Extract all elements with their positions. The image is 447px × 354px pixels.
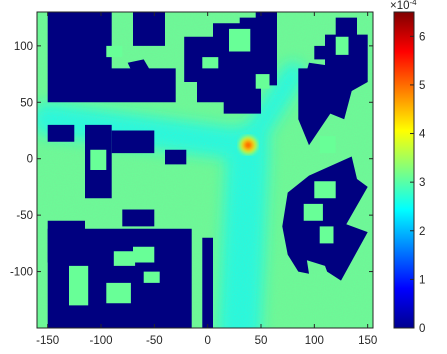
heatmap-obstacle: [165, 228, 192, 328]
colorbar-tick-label: 3: [419, 177, 425, 189]
heatmap-obstacle: [122, 209, 155, 227]
colorbar-gradient: [394, 12, 414, 328]
y-tick-label: -50: [16, 210, 33, 222]
axes: -150 -100 -50 0 50 100 150 -100 -50 0 50 100: [10, 12, 377, 347]
colorbar-tick-label: 4: [419, 129, 426, 141]
heatmap-obstacle: [298, 17, 368, 146]
heatmap-obstacle: [47, 124, 75, 142]
x-tick-label: 100: [305, 335, 324, 347]
heatmap-obstacle-courtyard: [335, 36, 349, 55]
x-tick-label: 50: [255, 335, 268, 347]
heatmap-obstacle: [127, 59, 149, 75]
colorbar-exponent-base: ×10: [390, 0, 410, 12]
colorbar-tick-label: 1: [419, 274, 425, 286]
heatmap-obstacle-courtyard: [229, 28, 251, 52]
y-tick-label: -100: [10, 267, 33, 279]
colorbar-tick-label: 2: [419, 226, 425, 238]
heatmap-obstacle: [47, 220, 101, 263]
heatmap-obstacle-courtyard: [106, 282, 131, 304]
colorbar-exponent-power: -4: [410, 0, 418, 7]
heatmap-obstacle: [133, 12, 165, 46]
colorbar-tick-label: 0: [419, 323, 425, 335]
heatmap-obstacle-courtyard: [113, 251, 136, 266]
heatmap-obstacles: [47, 12, 368, 328]
heatmap-plot-area: [37, 12, 373, 328]
heatmap-obstacle: [111, 130, 155, 154]
y-tick-label: 100: [14, 41, 33, 53]
heatmap-obstacle-courtyard: [143, 271, 160, 283]
colorbar-frame: [393, 11, 415, 329]
heatmap-obstacle-courtyard: [319, 226, 334, 244]
heatmap-obstacle: [314, 45, 328, 60]
colorbar-exponent-label: ×10-4: [390, 0, 417, 12]
x-tick-label: -150: [36, 335, 59, 347]
heatmap-obstacle: [165, 149, 187, 165]
x-tick-label: -50: [146, 335, 163, 347]
y-tick-label: 50: [20, 97, 33, 109]
heatmap-obstacle-courtyard: [69, 265, 89, 306]
x-tick-label: 0: [204, 335, 210, 347]
heatmap-obstacle-courtyard: [314, 181, 336, 199]
heatmap-obstacle: [202, 237, 213, 328]
heatmap-obstacle-courtyard: [133, 246, 155, 263]
colorbar-tick-label: 5: [419, 80, 425, 92]
colorbar: 0 1 2 3 4 5 6 ×10-4: [390, 0, 426, 335]
axes-frame: [36, 11, 374, 329]
colorbar-tick-label: 6: [419, 31, 425, 43]
heatmap-obstacle-courtyard: [319, 136, 336, 154]
x-tick-label: -100: [89, 335, 112, 347]
heatmap-obstacle-courtyard: [202, 57, 219, 69]
heatmap-obstacle-courtyard: [303, 203, 323, 221]
heatmap-obstacle-courtyard: [255, 74, 270, 89]
heatmap-obstacle-courtyard: [90, 149, 107, 170]
y-tick-label: 0: [27, 154, 33, 166]
heatmap-obstacle: [47, 12, 176, 103]
x-tick-label: 150: [358, 335, 377, 347]
heatmap-source-peak: [239, 136, 258, 155]
heatmap-obstacle: [184, 12, 277, 114]
heatmap-obstacle: [282, 156, 368, 281]
heatmap-source-core: [244, 141, 252, 149]
heatmap-obstacle-courtyard: [106, 45, 123, 58]
